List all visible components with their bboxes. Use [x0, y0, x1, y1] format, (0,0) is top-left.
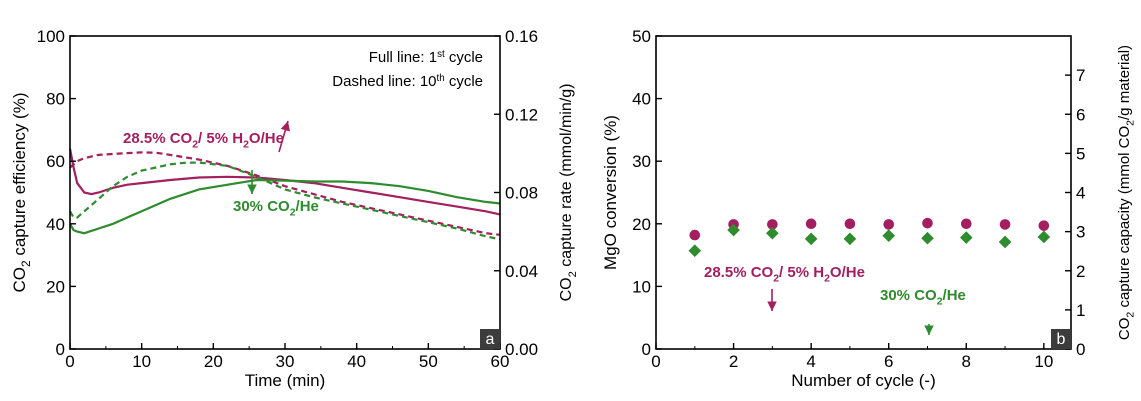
x-tick-label: 20 — [204, 352, 223, 371]
y-left-tick-label: 10 — [632, 277, 651, 296]
x-tick-label: 50 — [419, 352, 438, 371]
y-left-tick-label: 50 — [632, 27, 651, 46]
y-right-tick-label: 6 — [1076, 105, 1085, 124]
data-point-2-6 — [882, 229, 896, 242]
y-left-tick-label: 30 — [632, 152, 651, 171]
x-tick-label: 60 — [491, 352, 510, 371]
panel-label-box — [1051, 329, 1071, 349]
annotation-arrow-h2o — [278, 120, 290, 153]
data-point-2-3 — [766, 226, 779, 240]
x-axis-label: Time (min) — [245, 371, 326, 390]
data-point-1-6 — [883, 219, 895, 230]
y-right-tick-label: 0.16 — [505, 27, 538, 46]
y-left-tick-label: 20 — [46, 277, 65, 296]
y-left-axis-label: MgO conversion (%) — [601, 115, 620, 270]
data-point-1-10 — [1038, 220, 1050, 231]
x-axis-label: Number of cycle (-) — [791, 371, 936, 390]
x-tick-label: 40 — [347, 352, 366, 371]
data-point-1-5 — [844, 218, 856, 230]
data-point-2-4 — [804, 232, 818, 246]
data-point-1-4 — [805, 218, 817, 230]
y-right-tick-label: 1 — [1076, 301, 1085, 320]
y-left-tick-label: 0 — [56, 340, 65, 359]
x-tick-label: 10 — [1034, 352, 1053, 371]
data-point-2-7 — [921, 231, 934, 245]
x-tick-label: 6 — [884, 352, 893, 371]
data-point-1-3 — [767, 219, 778, 230]
y-right-tick-label: 4 — [1076, 184, 1085, 203]
y-right-tick-label: 5 — [1076, 144, 1085, 163]
plot-frame — [655, 35, 1072, 350]
legend-note-full-line: Full line: 1st​ cycle — [369, 49, 483, 66]
data-point-1-1 — [689, 229, 701, 241]
data-point-1-9 — [999, 219, 1011, 230]
y-left-tick-label: 60 — [46, 152, 65, 171]
y-right-tick-label: 0 — [1076, 340, 1085, 359]
y-right-tick-label: 0.00 — [505, 340, 538, 359]
x-tick-label: 0 — [651, 352, 660, 371]
annotation-h2o-series: 28.5% CO2​/ 5% H2​O/He — [704, 264, 865, 285]
panel-b: 0 2 4 6 8 10 0 10 20 30 40 50 0 1 2 3 4 5 6 7 Number of cycl… — [601, 27, 1137, 390]
x-tick-label: 4 — [806, 352, 815, 371]
y-right-tick-label: 0.12 — [505, 105, 538, 124]
y-left-tick-label: 80 — [46, 90, 65, 109]
panel-label-box — [480, 329, 500, 349]
panel-a: 0 10 20 30 40 50 60 0 20 40 60 80 100 0.00 0.04 0.08 0.1… — [10, 27, 579, 390]
y-left-tick-label: 100 — [37, 27, 65, 46]
annotation-h2o-series: 28.5% CO2​/ 5% H2​O/He — [123, 130, 284, 151]
x-tick-label: 8 — [962, 352, 971, 371]
data-point-2-9 — [998, 235, 1012, 249]
x-tick-label: 2 — [729, 352, 738, 371]
x-tick-label: 10 — [132, 352, 151, 371]
data-point-2-8 — [959, 231, 973, 244]
y-left-axis-label: CO2​ capture efficiency (%) — [10, 93, 33, 293]
x-tick-label: 0 — [65, 352, 74, 371]
annotation-co2-series: 30% CO2​/He — [233, 198, 319, 219]
y-left-tick-label: 40 — [632, 90, 651, 109]
series-line-3 — [69, 178, 501, 235]
panel-label: a — [486, 331, 495, 348]
data-point-2-1 — [688, 244, 702, 258]
y-left-tick-label: 0 — [642, 340, 651, 359]
y-right-tick-label: 0.04 — [505, 262, 538, 281]
data-point-1-7 — [922, 217, 933, 229]
panel-label: b — [1057, 331, 1066, 348]
data-point-2-5 — [843, 232, 857, 246]
legend-note-dashed-line: Dashed line: 10th​ cycle — [332, 73, 483, 90]
y-right-tick-label: 2 — [1076, 262, 1085, 281]
series-line-2 — [69, 151, 501, 236]
y-right-tick-label: 7 — [1076, 66, 1085, 85]
y-right-tick-label: 0.08 — [505, 184, 538, 203]
y-left-tick-label: 40 — [46, 215, 65, 234]
series-line-4 — [69, 161, 501, 241]
y-right-axis-label: CO2​ capture rate (mmol/min/g) — [558, 84, 579, 302]
data-point-2-2 — [727, 223, 740, 237]
data-point-1-8 — [960, 218, 972, 230]
y-right-axis-label: CO2​ capture capacity (mmol CO2​/g mater… — [1116, 45, 1137, 340]
data-point-2-10 — [1037, 230, 1051, 244]
x-tick-label: 30 — [276, 352, 295, 371]
annotation-co2-series: 30% CO2​/He — [880, 287, 966, 308]
series-line-1 — [68, 148, 501, 216]
y-left-tick-label: 20 — [632, 215, 651, 234]
y-right-tick-label: 3 — [1076, 223, 1085, 242]
